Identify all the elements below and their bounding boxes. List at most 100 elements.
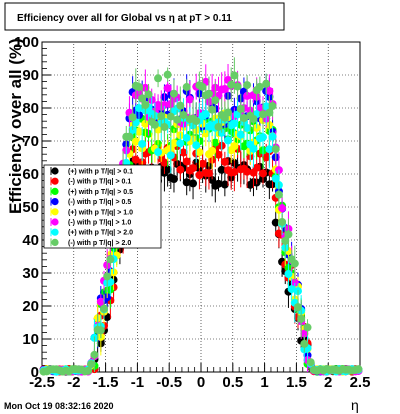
data-point <box>236 130 245 139</box>
data-point <box>284 269 293 278</box>
y-tick-label: 60 <box>22 166 39 183</box>
data-point <box>208 146 217 155</box>
data-point <box>103 272 112 281</box>
data-point <box>220 180 229 189</box>
data-point <box>134 104 143 113</box>
data-point <box>262 79 271 88</box>
data-point <box>227 80 236 89</box>
data-point <box>262 102 271 111</box>
data-point <box>96 297 105 306</box>
data-point <box>176 101 185 110</box>
data-point <box>236 104 245 113</box>
x-tick-label: -2 <box>67 374 80 391</box>
x-tick-label: 0 <box>197 374 205 391</box>
data-point <box>243 124 252 133</box>
legend-entry: (-) with p T/|q| > 0.1 <box>68 179 131 186</box>
data-point <box>243 81 252 90</box>
legend-entry: (+) with p T/|q| > 0.5 <box>68 189 133 196</box>
legend-box <box>43 164 162 249</box>
data-point <box>259 169 268 178</box>
data-point <box>233 82 242 91</box>
legend-marker <box>51 177 59 185</box>
data-point <box>239 114 248 123</box>
data-point <box>125 132 134 141</box>
data-point <box>169 139 178 148</box>
data-point <box>131 155 140 164</box>
legend-marker <box>51 187 59 195</box>
data-point <box>141 101 150 110</box>
data-point <box>259 133 268 142</box>
data-point <box>290 259 299 268</box>
data-point <box>259 110 268 119</box>
data-point <box>297 314 306 323</box>
data-point <box>300 329 309 338</box>
data-point <box>284 230 293 239</box>
legend-entry: (+) with p T/|q| > 1.0 <box>68 209 133 216</box>
data-point <box>243 91 252 100</box>
y-tick-label: 50 <box>22 199 39 216</box>
data-point <box>182 83 191 92</box>
data-point <box>354 365 363 374</box>
data-point <box>201 129 210 138</box>
data-point <box>214 179 223 188</box>
data-point <box>166 151 175 160</box>
data-point <box>265 86 274 95</box>
legend: (+) with p T/|q| > 0.1 (-) with p T/|q| >… <box>50 167 133 247</box>
legend-marker <box>51 218 59 226</box>
data-point <box>249 114 258 123</box>
data-point <box>163 84 172 93</box>
legend-entry: (-) with p T/|q| > 1.0 <box>68 220 131 227</box>
data-point <box>265 108 274 117</box>
data-point <box>160 123 169 132</box>
x-tick-label: -1 <box>131 374 144 391</box>
data-point <box>185 95 194 104</box>
data-point <box>163 70 172 79</box>
data-point <box>173 115 182 124</box>
data-point <box>243 167 252 176</box>
data-point <box>166 112 175 121</box>
data-point <box>195 148 204 157</box>
data-point <box>214 122 223 131</box>
y-tick-label: 70 <box>22 133 39 150</box>
data-point <box>179 111 188 120</box>
data-point <box>208 175 217 184</box>
data-point <box>131 137 140 146</box>
data-point <box>128 113 137 122</box>
data-point <box>230 71 239 80</box>
y-tick-label: 30 <box>22 265 39 282</box>
data-point <box>160 158 169 167</box>
data-point <box>217 165 226 174</box>
data-point <box>220 84 229 93</box>
data-point <box>224 108 233 117</box>
y-tick-label: 0 <box>31 364 39 381</box>
legend-marker <box>51 208 59 216</box>
y-tick-label: 100 <box>14 34 39 51</box>
data-point <box>204 89 213 98</box>
data-point <box>306 358 315 367</box>
data-point <box>192 117 201 126</box>
x-tick-label: 0.5 <box>222 374 243 391</box>
data-point <box>274 190 283 199</box>
y-tick-label: 10 <box>22 331 39 348</box>
data-point <box>214 150 223 159</box>
title-box <box>4 2 285 31</box>
data-point <box>176 165 185 174</box>
data-point <box>138 94 147 103</box>
data-point <box>224 136 233 145</box>
data-point <box>176 139 185 148</box>
x-tick-label: -1.5 <box>93 374 119 391</box>
data-point <box>128 125 137 134</box>
y-tick-label: 90 <box>22 67 39 84</box>
data-point <box>230 119 239 128</box>
y-tick-label: 80 <box>22 100 39 117</box>
data-point <box>106 255 115 264</box>
data-point <box>252 163 261 172</box>
legend-entry: (+) with p T/|q| > 2.0 <box>68 230 133 237</box>
data-point <box>182 157 191 166</box>
x-tick-label: 2 <box>324 374 332 391</box>
x-tick-label: -2.5 <box>29 374 55 391</box>
data-point <box>303 323 312 332</box>
data-point <box>249 144 258 153</box>
